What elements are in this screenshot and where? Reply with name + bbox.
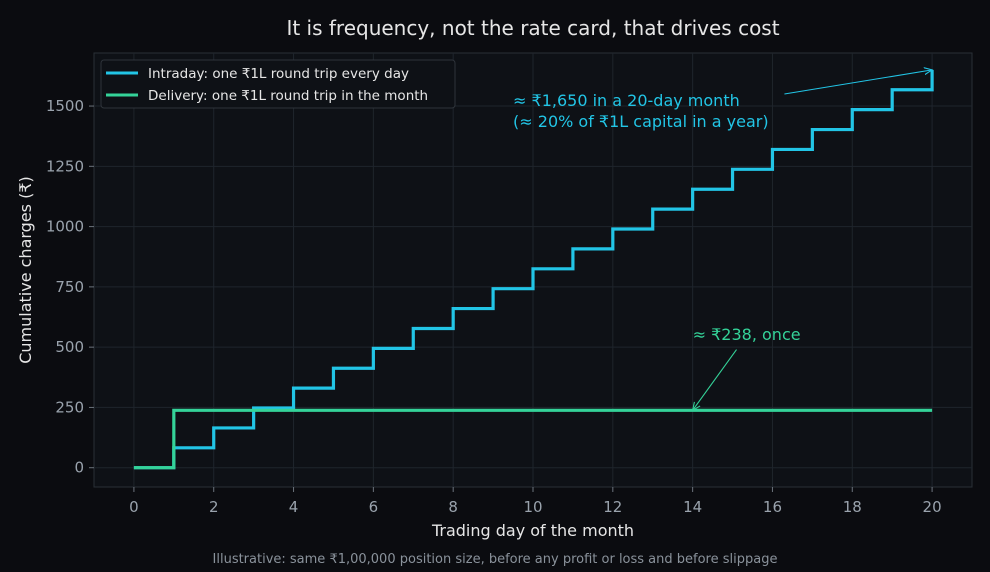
- x-tick-label: 4: [289, 498, 299, 516]
- series-lines: [133, 69, 934, 470]
- x-tick-label: 2: [209, 498, 219, 516]
- chart-title: It is frequency, not the rate card, that…: [286, 16, 779, 40]
- x-tick-label: 6: [369, 498, 379, 516]
- x-tick-label: 14: [683, 498, 702, 516]
- y-tick-label: 250: [55, 398, 84, 416]
- x-tick-label: 12: [603, 498, 622, 516]
- y-tick-label: 750: [55, 278, 84, 296]
- legend-box: [100, 59, 456, 109]
- x-tick-label: 10: [523, 498, 542, 516]
- y-tick-label: 500: [55, 338, 84, 356]
- annotation-arrow: [693, 349, 737, 411]
- annotation-text: ≈ ₹1,650 in a 20-day month: [513, 91, 740, 110]
- intraday-series-line: [133, 69, 934, 470]
- intraday-annotation: ≈ ₹1,650 in a 20-day month (≈ 20% of ₹1L …: [513, 70, 932, 131]
- axis-ticks: 0 2 4 6 8 10 12 14 16 18 20 0 250 500 750 1000 1250 1500: [46, 97, 942, 516]
- delivery-annotation: ≈ ₹238, once: [693, 325, 801, 410]
- legend-label-delivery: Delivery: one ₹1L round trip in the mont…: [148, 88, 428, 104]
- legend: Intraday: one ₹1L round trip every day D…: [100, 59, 456, 109]
- legend-label-intraday: Intraday: one ₹1L round trip every day: [148, 66, 409, 82]
- annotation-arrow: [784, 70, 932, 95]
- chart-caption: Illustrative: same ₹1,00,000 position si…: [213, 552, 778, 567]
- y-tick-label: 1250: [46, 157, 84, 175]
- x-tick-label: 0: [129, 498, 139, 516]
- annotation-text: ≈ ₹238, once: [693, 325, 801, 344]
- annotation-text: (≈ 20% of ₹1L capital in a year): [513, 112, 769, 131]
- y-tick-label: 1000: [46, 218, 84, 236]
- x-tick-label: 18: [843, 498, 862, 516]
- delivery-series-line: [133, 408, 933, 470]
- y-tick-label: 0: [74, 459, 84, 477]
- y-axis-label: Cumulative charges (₹): [16, 176, 35, 364]
- annotations: ≈ ₹1,650 in a 20-day month (≈ 20% of ₹1L …: [513, 70, 932, 410]
- x-tick-label: 16: [763, 498, 782, 516]
- x-tick-label: 8: [448, 498, 458, 516]
- x-tick-label: 20: [923, 498, 942, 516]
- x-axis-label: Trading day of the month: [431, 521, 634, 540]
- y-tick-label: 1500: [46, 97, 84, 115]
